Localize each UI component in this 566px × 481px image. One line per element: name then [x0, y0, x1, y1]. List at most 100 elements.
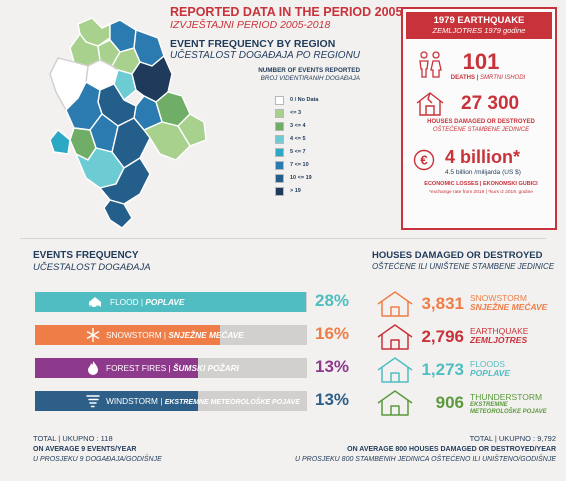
legend-swatch: [275, 147, 284, 157]
houses-label-me: POPLAVE: [470, 368, 510, 379]
legend-label: 0 / No Data: [290, 97, 319, 103]
map-region: [49, 129, 71, 155]
frequency-percent: 28%: [315, 291, 350, 310]
houses-label: THUNDERSTORM EKSTREMNE METEOROLOŠKE POJAV…: [470, 392, 560, 416]
houses-label-me: EKSTREMNE METEOROLOŠKE POJAVE: [470, 402, 547, 415]
frequency-bar-track: FOREST FIRES | ŠUMSKI POŽARI: [35, 358, 307, 378]
frequency-bar-label: SNOWSTORM | SNJEŽNE MEĆAVE: [106, 330, 244, 340]
legend-label: <= 3: [290, 110, 302, 116]
frequency-percent: 16%: [315, 324, 350, 343]
loss-label-en: ECONOMIC LOSSES: [424, 181, 479, 187]
exchange-rate-note: *exchange rate from 2019 | *kurs iz 2019…: [429, 190, 533, 195]
earthquake-title: 1979 EARTHQUAKE: [433, 15, 525, 26]
frequency-label-en: SNOWSTORM: [106, 330, 162, 340]
legend-label: 4 <= 5: [290, 136, 306, 142]
frequency-bar-track: SNOWSTORM | SNJEŽNE MEĆAVE: [35, 325, 307, 345]
legend-swatch: [275, 186, 284, 196]
frequency-bar: FLOOD | POPLAVE: [35, 292, 307, 312]
houses-label-me: OŠTEĆENE STAMBENE JEDINICE: [432, 127, 530, 133]
legend-item: 5 <= 7: [275, 147, 306, 157]
frequency-percent: 13%: [315, 390, 350, 409]
label-separator: |: [166, 363, 174, 373]
legend-swatch: [275, 160, 284, 170]
frequency-bar-icon-wrap: [85, 292, 105, 312]
damaged-house-icon: [416, 92, 444, 116]
legend-swatch: [275, 173, 284, 183]
deaths-label-en: DEATHS: [450, 75, 475, 81]
houses-title: HOUSES DAMAGED OR DESTROYED: [372, 250, 543, 261]
deaths-value: 101: [462, 49, 500, 74]
map-region: [177, 113, 207, 147]
legend-title: NUMBER OF EVENTS REPORTED BROJ VIDENTIRA…: [200, 67, 360, 83]
divider: [20, 238, 546, 239]
legend-label: 5 <= 7: [290, 149, 306, 155]
houses-label-en: THUNDERSTORM: [470, 392, 543, 402]
houses-value: 3,831: [421, 294, 464, 313]
deaths-label: DEATHS | SMRTNI ISHODI: [450, 75, 526, 81]
legend-label: 7 <= 10: [290, 162, 309, 168]
houses-average-en: ON AVERAGE 800 HOUSES DAMAGED OR DESTROY…: [347, 446, 556, 453]
houses-label: EARTHQUAKE ZEMLJOTRES: [470, 326, 560, 346]
house-flood-icon: [377, 357, 413, 383]
frequency-label-me: SNJEŽNE MEĆAVE: [168, 330, 244, 340]
legend-title-me: BROJ VIDENTIRANIH DOGAĐAJA: [260, 74, 360, 82]
flood-icon: [87, 297, 103, 309]
legend-label: > 19: [290, 188, 301, 194]
houses-value: 27 300: [461, 93, 520, 114]
houses-label-me: SNJEŽNE MEĆAVE: [470, 302, 548, 313]
frequency-label-me: ŠUMSKI POŽARI: [173, 363, 239, 373]
houses-label-me: ZEMLJOTRES: [470, 335, 528, 346]
people-icon: [419, 51, 442, 78]
frequency-bar-label: FOREST FIRES | ŠUMSKI POŽARI: [106, 363, 239, 373]
frequency-bar-label: WINDSTORM | EKSTREMNE METEOROLOŠKE POJAV…: [106, 396, 300, 406]
houses-value: 906: [435, 393, 464, 412]
label-separator: |: [161, 330, 169, 340]
house-snowstorm-icon: [377, 291, 413, 317]
houses-value: 1,273: [421, 360, 464, 379]
legend-item: <= 3: [275, 108, 301, 118]
frequency-bar-track: WINDSTORM | EKSTREMNE METEOROLOŠKE POJAV…: [35, 391, 307, 411]
houses-label: FLOODS POPLAVE: [470, 359, 560, 379]
events-average-me: U PROSJEKU 9 DOGAĐAJA/GODIŠNJE: [33, 456, 162, 463]
events-average-en: ON AVERAGE 9 EVENTS/YEAR: [33, 446, 137, 453]
legend-item: 7 <= 10: [275, 160, 309, 170]
legend-item: 0 / No Data: [275, 95, 318, 105]
legend-item: 3 <= 4: [275, 121, 306, 131]
houses-label-en: EARTHQUAKE: [470, 326, 529, 336]
legend-swatch: [275, 121, 284, 131]
legend-swatch: [275, 95, 284, 105]
legend-item: > 19: [275, 186, 301, 196]
svg-text:€: €: [420, 153, 427, 168]
houses-value: 2,796: [421, 327, 464, 346]
earthquake-header: 1979 EARTHQUAKE ZEMLJOTRES 1979 godine: [406, 12, 552, 39]
earthquake-subtitle: ZEMLJOTRES 1979 godine: [432, 26, 526, 35]
frequency-label-en: WINDSTORM: [106, 396, 158, 406]
frequency-label-me: POPLAVE: [145, 297, 185, 307]
deaths-label-me: SMRTNI ISHODI: [480, 75, 526, 81]
tornado-icon: [86, 395, 100, 408]
snowflake-icon: [86, 328, 100, 342]
legend-swatch: [275, 134, 284, 144]
frequency-bar-icon-wrap: [85, 391, 101, 411]
frequency-bar-icon-wrap: [85, 325, 101, 345]
frequency-bar: SNOWSTORM | SNJEŽNE MEĆAVE: [35, 325, 244, 345]
loss-subvalue: 4.5 billion /milijarda (US $): [445, 169, 521, 176]
loss-label: ECONOMIC LOSSES | EKONOMSKI GUBICI: [424, 181, 538, 187]
events-total: TOTAL | UKUPNO : 118: [33, 434, 113, 443]
legend-label: 10 <= 19: [290, 175, 312, 181]
frequency-label-en: FOREST FIRES: [106, 363, 167, 373]
houses-label: SNOWSTORM SNJEŽNE MEĆAVE: [470, 293, 560, 313]
frequency-bar-track: FLOOD | POPLAVE: [35, 292, 307, 312]
label-separator: |: [138, 297, 146, 307]
euro-icon: €: [413, 149, 435, 171]
frequency-bar-icon-wrap: [85, 358, 101, 378]
houses-total: TOTAL | UKUPNO : 9,792: [469, 434, 556, 443]
region-map: [49, 18, 207, 229]
map-subtitle: UČESTALOST DOGAĐAJA PO REGIONU: [170, 50, 361, 61]
legend-item: 10 <= 19: [275, 173, 312, 183]
houses-label-en: HOUSES DAMAGED OR DESTROYED: [427, 119, 535, 125]
house-thunderstorm-icon: [377, 390, 413, 416]
house-earthquake-icon: [377, 324, 413, 350]
legend-label: 3 <= 4: [290, 123, 306, 129]
houses-average-me: U PROSJEKU 800 STAMBENIH JEDINICA OŠTEĆE…: [295, 456, 556, 463]
